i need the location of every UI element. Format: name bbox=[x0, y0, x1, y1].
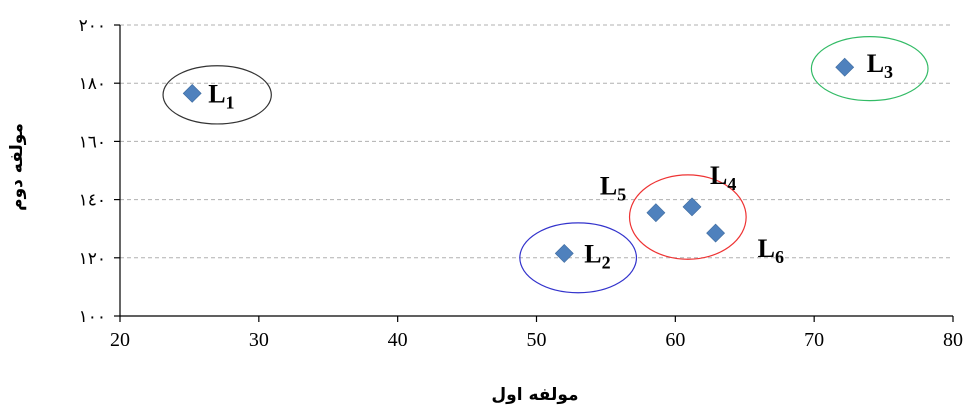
data-point bbox=[182, 83, 202, 103]
data-point bbox=[706, 223, 726, 243]
data-point bbox=[554, 244, 574, 263]
point-label: L5 bbox=[600, 172, 626, 205]
cluster-ellipse bbox=[519, 222, 638, 294]
x-tick-label: 80 bbox=[943, 329, 963, 351]
y-axis-ticks: ١٠٠ ١٢٠ ١٤٠ ١٦٠ ١٨٠ ٢٠٠ bbox=[79, 16, 120, 327]
point-label: L4 bbox=[710, 161, 736, 194]
point-label: L1 bbox=[208, 79, 234, 112]
data-points bbox=[182, 57, 855, 263]
y-tick-label: ١٢٠ bbox=[79, 249, 106, 269]
cluster-ellipse bbox=[162, 65, 272, 125]
point-label: L3 bbox=[867, 49, 893, 82]
y-tick-label: ١٦٠ bbox=[79, 132, 106, 152]
x-tick-label: 50 bbox=[527, 329, 547, 351]
y-tick-label: ١٠٠ bbox=[79, 307, 106, 327]
y-tick-label: ٢٠٠ bbox=[79, 16, 106, 36]
x-tick-label: 70 bbox=[804, 329, 824, 351]
data-point bbox=[682, 197, 702, 217]
point-label: L2 bbox=[584, 239, 610, 272]
x-axis-title: مولفه اول bbox=[491, 385, 578, 405]
y-tick-label: ١٨٠ bbox=[79, 74, 106, 94]
gridlines bbox=[120, 24, 953, 259]
data-point bbox=[835, 57, 855, 77]
axes bbox=[119, 25, 953, 317]
y-tick-label: ١٤٠ bbox=[79, 191, 106, 211]
cluster-ellipse bbox=[628, 174, 747, 260]
cluster-ellipse bbox=[810, 36, 929, 102]
cluster-ellipses bbox=[162, 36, 929, 294]
data-point bbox=[646, 203, 666, 223]
x-tick-label: 60 bbox=[665, 329, 685, 351]
point-labels: L1 L2 L3 L4 L5 L6 bbox=[208, 49, 893, 272]
x-tick-label: 30 bbox=[249, 329, 269, 351]
point-label: L6 bbox=[758, 234, 784, 267]
x-tick-label: 40 bbox=[388, 329, 408, 351]
x-axis-ticks: 20 30 40 50 60 70 80 bbox=[110, 316, 963, 351]
x-tick-label: 20 bbox=[110, 329, 130, 351]
y-axis-title: مولفه دوم bbox=[7, 123, 27, 211]
